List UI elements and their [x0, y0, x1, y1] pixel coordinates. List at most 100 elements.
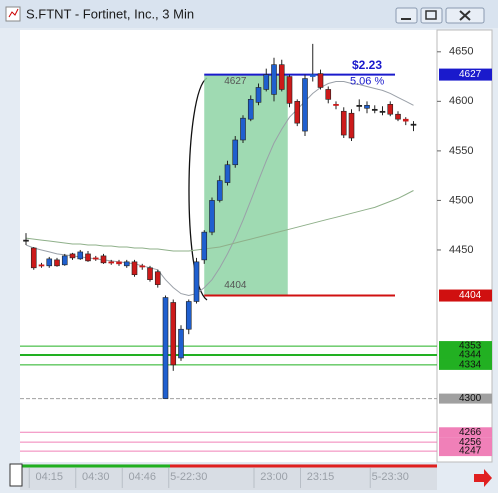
price-label: 4404 — [459, 290, 482, 301]
candle-body — [309, 74, 316, 77]
level-label: 4256 — [459, 437, 482, 448]
candle-body — [185, 301, 192, 330]
scroll-right-arrow[interactable] — [474, 469, 492, 487]
candle-body — [170, 302, 177, 366]
candle-body — [333, 104, 339, 106]
candle-body — [92, 257, 99, 260]
candle-body — [123, 261, 130, 267]
measurement-change: $2.23 — [352, 58, 382, 72]
x-tick-label: 04:30 — [82, 471, 110, 483]
moving-average — [25, 190, 414, 252]
candle-body — [387, 104, 394, 115]
maximize-glyph — [425, 10, 437, 20]
level-label-bg — [439, 359, 492, 370]
level-label: 4300 — [459, 393, 482, 404]
y-tick-label: 4600 — [449, 95, 473, 107]
level-label: 4266 — [459, 427, 482, 438]
candle-body — [379, 110, 386, 113]
candle-body — [302, 78, 308, 132]
candle-body — [286, 76, 293, 104]
candle-body — [348, 112, 355, 139]
candle-body — [30, 247, 37, 269]
x-tick-label: 5-23:30 — [372, 471, 409, 483]
candle-body — [340, 110, 347, 136]
candle-body — [278, 64, 285, 90]
x-tick-label: 5-22:30 — [170, 471, 207, 483]
candle-body — [139, 265, 146, 268]
y-tick-label: 4550 — [449, 145, 473, 157]
x-tick-label: 04:46 — [128, 471, 156, 483]
level-label-bg — [439, 446, 492, 457]
price-axis — [436, 29, 493, 463]
candle-body — [325, 89, 332, 100]
app-icon — [5, 6, 21, 22]
time-axis — [20, 464, 437, 490]
candle-body — [410, 123, 417, 126]
close-glyph — [459, 10, 471, 21]
candle-body — [77, 251, 84, 260]
minimize-button[interactable] — [395, 7, 418, 24]
level-label-bg — [439, 341, 492, 352]
left-margin — [8, 30, 20, 462]
candle-body — [108, 261, 115, 264]
candle-body — [46, 258, 53, 267]
level-label: 4353 — [459, 341, 482, 352]
candle-body — [69, 253, 76, 259]
x-tick-label: 04:15 — [35, 471, 63, 483]
level-label-bg — [439, 427, 492, 438]
level-label: 4247 — [459, 446, 482, 457]
candle-body — [23, 239, 29, 242]
x-tick-label: 23:00 — [260, 471, 288, 483]
candle-body — [154, 271, 161, 285]
candle-body — [100, 255, 107, 264]
candle-body — [216, 180, 223, 201]
level-label: 4344 — [459, 350, 482, 361]
candle-body — [209, 200, 215, 233]
candle-body — [402, 118, 409, 122]
scroll-thumb[interactable] — [9, 463, 23, 487]
candle-body — [54, 259, 60, 267]
measurement-percent: 5.06 % — [350, 75, 384, 87]
price-label: 4627 — [459, 69, 482, 80]
level-label-bg — [439, 437, 492, 448]
y-tick-label: 4500 — [449, 194, 473, 206]
price-label-bg — [439, 68, 492, 81]
candle-body — [162, 297, 169, 399]
candle-body — [317, 73, 324, 88]
y-tick-label: 4450 — [449, 244, 473, 256]
window-title: S.FTNT - Fortinet, Inc., 3 Min — [26, 6, 194, 21]
candle-body — [85, 253, 91, 262]
app-icon-glyph — [8, 8, 19, 18]
candle-body — [263, 74, 270, 90]
candle-body — [294, 101, 301, 124]
level-label-bg — [439, 349, 492, 360]
level-label-bg — [439, 393, 492, 404]
candle-body — [147, 267, 153, 280]
candle-body — [193, 261, 200, 302]
candle-body — [116, 261, 122, 265]
candle-body — [395, 113, 401, 120]
level-label: 4334 — [459, 360, 482, 371]
measurement-box — [204, 74, 288, 296]
measurement-end-text: 4627 — [224, 76, 247, 87]
candle-body — [61, 255, 68, 266]
candle-body — [131, 261, 138, 276]
candle-body — [178, 328, 184, 359]
price-label-bg — [439, 289, 492, 302]
candle-body — [232, 139, 239, 166]
candle-body — [371, 108, 378, 111]
candle-body — [364, 105, 370, 109]
y-tick-label: 4650 — [449, 46, 473, 58]
measurement-start-text: 4404 — [224, 280, 247, 291]
candle-body — [247, 99, 254, 120]
candle-body — [356, 105, 363, 107]
candle-body — [224, 164, 231, 183]
candle-body — [240, 117, 246, 141]
candle-body — [201, 231, 208, 261]
candle-body — [271, 64, 277, 95]
x-tick-label: 23:15 — [307, 471, 335, 483]
candle-body — [255, 87, 262, 103]
candle-body — [38, 264, 45, 267]
